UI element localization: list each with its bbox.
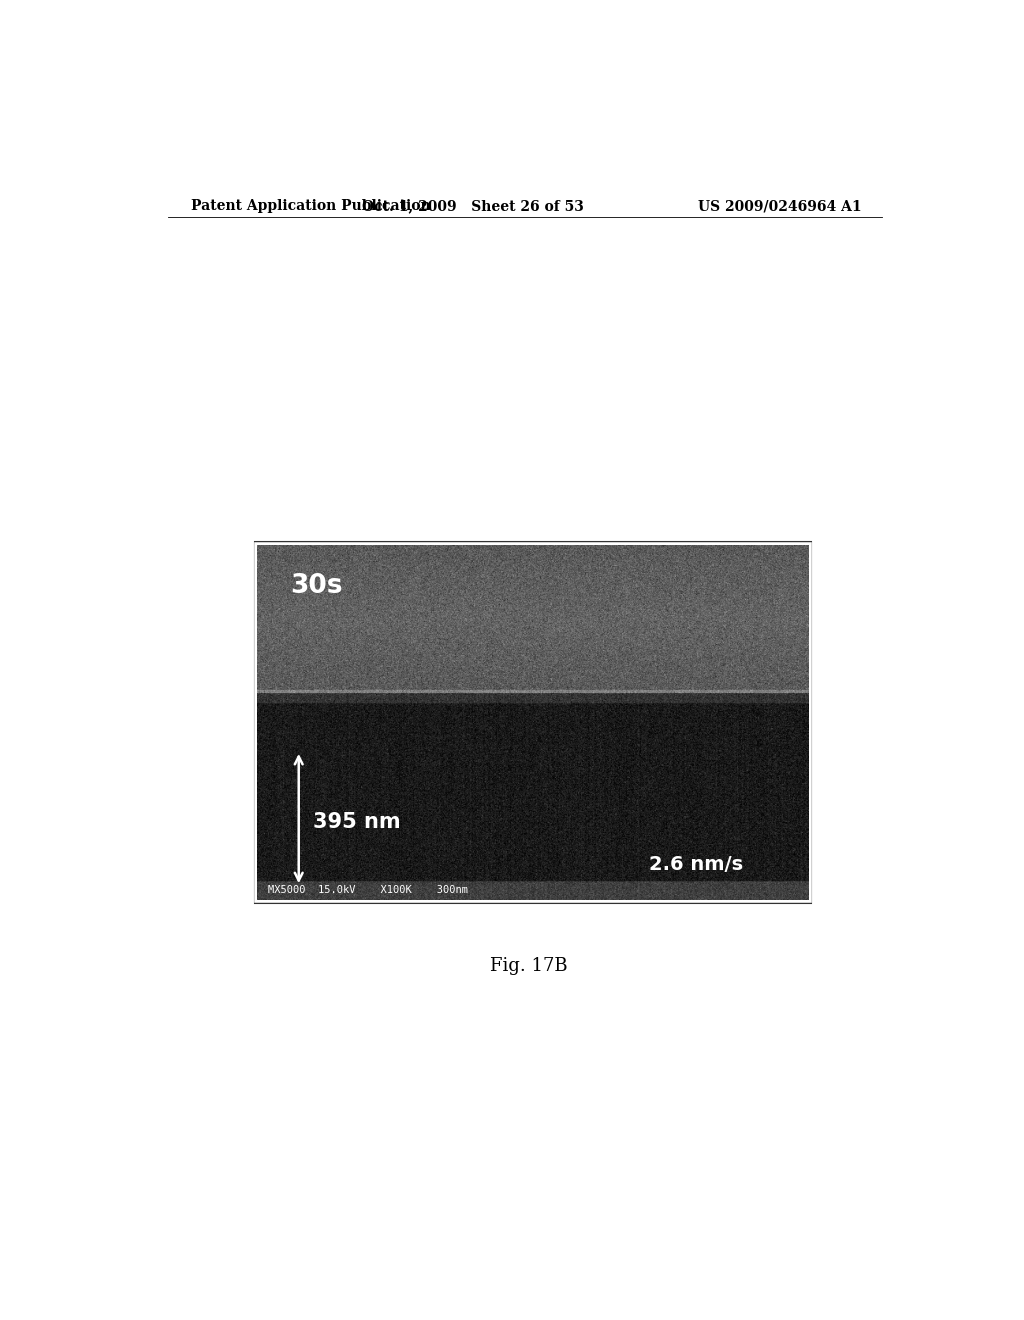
Text: US 2009/0246964 A1: US 2009/0246964 A1 xyxy=(698,199,862,213)
Text: 395 nm: 395 nm xyxy=(312,812,400,832)
Text: MX5000  15.0kV    X100K    300nm: MX5000 15.0kV X100K 300nm xyxy=(268,884,468,895)
Text: 30s: 30s xyxy=(291,573,343,599)
Text: 2.6 nm/s: 2.6 nm/s xyxy=(648,855,742,874)
Bar xyxy=(255,541,811,903)
Text: Patent Application Publication: Patent Application Publication xyxy=(191,199,431,213)
Bar xyxy=(257,545,809,900)
Text: Oct. 1, 2009   Sheet 26 of 53: Oct. 1, 2009 Sheet 26 of 53 xyxy=(362,199,584,213)
Text: Fig. 17B: Fig. 17B xyxy=(489,957,567,975)
